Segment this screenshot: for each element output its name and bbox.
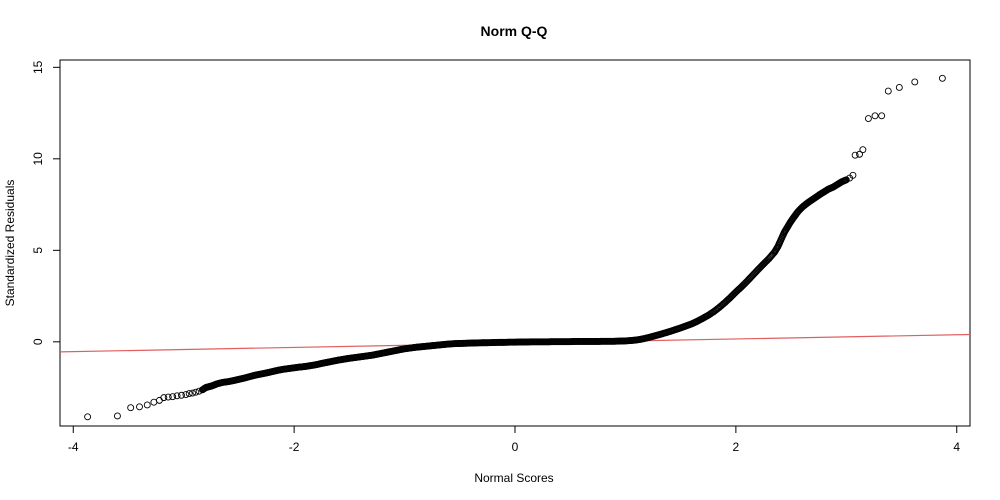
- data-point: [113, 412, 121, 420]
- x-tick-label: -4: [68, 440, 79, 454]
- data-point: [160, 394, 168, 402]
- data-point: [938, 74, 946, 82]
- y-axis-label: Standardized Residuals: [3, 180, 17, 307]
- x-tick-label: 4: [953, 440, 960, 454]
- x-axis-ticks: -4 -2 0 2 4: [68, 426, 960, 454]
- y-tick-label: 10: [31, 152, 45, 166]
- data-point: [189, 389, 196, 397]
- data-point: [849, 171, 857, 179]
- x-tick-label: 0: [512, 440, 519, 454]
- data-point: [856, 150, 864, 158]
- data-point: [911, 78, 919, 86]
- data-point: [173, 392, 181, 400]
- y-tick-label: 5: [31, 247, 45, 254]
- y-axis-ticks: 0 5 10 15: [31, 60, 60, 345]
- data-point: [871, 112, 879, 120]
- data-point: [155, 396, 163, 404]
- data-point: [895, 83, 903, 91]
- data-points: [84, 74, 946, 421]
- y-tick-label: 0: [31, 338, 45, 345]
- x-axis-label: Normal Scores: [474, 471, 553, 485]
- data-point: [143, 401, 151, 409]
- data-point: [842, 176, 850, 184]
- data-point: [878, 112, 886, 120]
- x-tick-label: 2: [733, 440, 740, 454]
- data-point: [178, 391, 185, 399]
- data-point: [192, 388, 200, 396]
- data-point: [169, 393, 177, 401]
- data-point: [182, 391, 190, 398]
- data-point: [164, 393, 172, 401]
- data-point: [859, 146, 867, 154]
- data-point: [185, 390, 193, 398]
- data-point: [127, 404, 135, 412]
- data-point: [884, 87, 892, 95]
- chart-title: Norm Q-Q: [481, 23, 548, 39]
- y-tick-label: 15: [31, 60, 45, 74]
- data-point: [851, 151, 859, 159]
- x-tick-label: -2: [289, 440, 300, 454]
- plot-frame: [59, 59, 971, 427]
- data-point: [84, 413, 92, 421]
- data-point: [864, 115, 872, 123]
- data-point: [136, 403, 143, 411]
